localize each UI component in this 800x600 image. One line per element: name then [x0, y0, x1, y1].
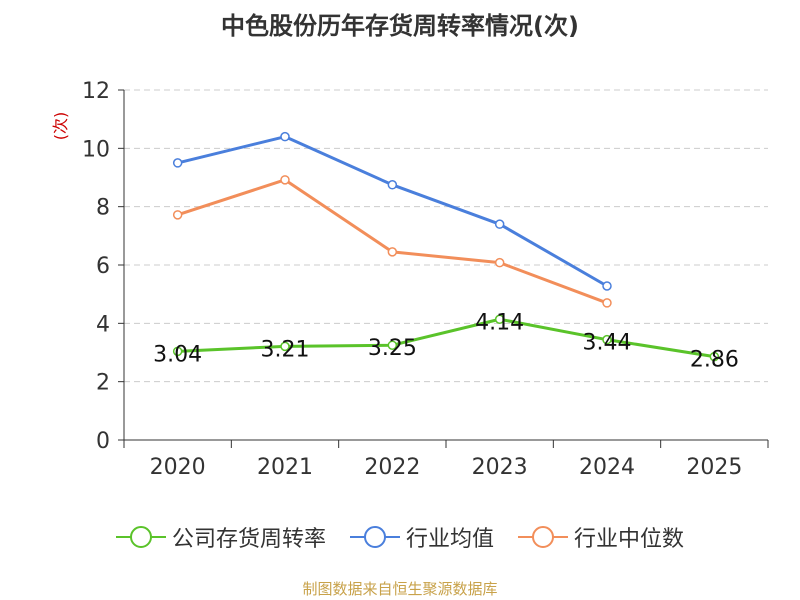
data-label: 2.86 [690, 348, 739, 373]
legend-label: 公司存货周转率 [171, 527, 326, 552]
x-tick-label: 2024 [579, 455, 635, 480]
x-tick-label: 2025 [686, 455, 742, 480]
axes: 0 2 4 6 8 10 12 (次) 2020 2021 2022 2023 2024 2025 [51, 79, 769, 480]
x-tick-label: 2021 [257, 455, 313, 480]
y-tick-label: 2 [96, 371, 110, 396]
legend-item[interactable]: 公司存货周转率 [115, 521, 326, 553]
data-label: 3.25 [368, 336, 417, 361]
line-chart: 0 2 4 6 8 10 12 (次) 2020 2021 2022 2023 2024 2025 3.0… [51, 79, 769, 480]
data-labels: 3.04 3.21 3.25 4.14 3.44 2.86 [153, 310, 739, 372]
legend-label: 行业均值 [405, 527, 494, 552]
data-point [494, 257, 505, 268]
data-label: 3.04 [153, 342, 202, 367]
data-label: 3.44 [583, 331, 632, 356]
data-point [602, 281, 612, 291]
legend: 公司存货周转率 行业均值 行业中位数 [0, 520, 800, 554]
legend-item[interactable]: 行业中位数 [518, 521, 684, 553]
data-point [172, 158, 183, 168]
legend-circle [363, 526, 386, 548]
series-layer [172, 131, 720, 362]
data-label: 3.21 [261, 337, 310, 362]
legend-marker-icon [115, 526, 166, 548]
data-point [172, 210, 183, 220]
y-tick-label: 8 [96, 196, 110, 221]
y-tick-label: 0 [96, 429, 110, 454]
legend-item[interactable]: 行业均值 [349, 521, 494, 553]
data-point [280, 175, 290, 185]
legend-circle [129, 526, 152, 548]
data-point [387, 247, 398, 257]
y-tick-label: 12 [82, 79, 110, 104]
series-line [177, 135, 608, 288]
data-label: 4.14 [475, 310, 524, 335]
y-tick-label: 6 [96, 254, 110, 279]
legend-marker-icon [349, 526, 400, 548]
data-point [280, 131, 290, 142]
series-line [177, 317, 715, 359]
legend-label: 行业中位数 [574, 527, 685, 552]
data-point [280, 341, 290, 352]
data-point [602, 298, 612, 308]
data-point [387, 180, 398, 190]
data-point [602, 334, 612, 345]
y-axis-label: (次) [51, 112, 70, 141]
grid-lines [124, 89, 768, 383]
data-point [494, 314, 505, 324]
y-tick-label: 10 [82, 137, 110, 162]
source-note: 制图数据来自恒生聚源数据库 [302, 580, 498, 598]
x-tick-label: 2023 [472, 455, 528, 480]
legend-circle [532, 526, 554, 548]
chart-title: 中色股份历年存货周转率情况(次) [221, 12, 579, 40]
data-point [709, 351, 720, 362]
series-line [177, 178, 608, 305]
x-tick-label: 2022 [364, 455, 420, 480]
x-tick-label: 2020 [150, 455, 206, 480]
data-point [172, 346, 183, 357]
y-tick-label: 4 [96, 312, 110, 337]
data-point [387, 340, 398, 350]
data-point [494, 219, 505, 229]
legend-marker-icon [518, 526, 568, 548]
